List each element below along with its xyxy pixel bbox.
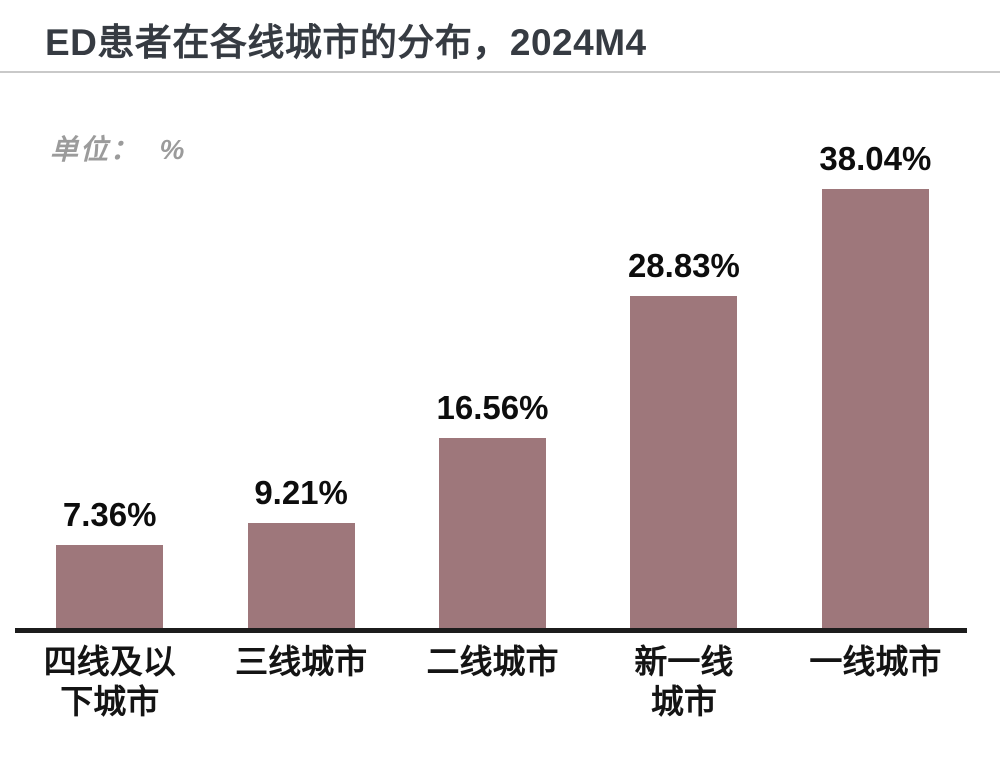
unit-label: 单位： % <box>50 134 187 165</box>
title-divider <box>0 71 1000 73</box>
bar-value-label: 28.83% <box>627 246 740 284</box>
bar-column-1: 7.36% <box>14 496 205 630</box>
bar <box>439 437 547 630</box>
bars-container: 7.36% 9.21% 16.56% 28.83% 38.04% <box>14 0 971 630</box>
category-label: 一线城市 <box>809 643 942 680</box>
bar-value-label: 16.56% <box>436 388 549 426</box>
bar-column-2: 9.21% <box>205 474 396 630</box>
category-labels-row: 四线及以 下城市 三线城市 二线城市 新一线 城市 一线城市 <box>14 642 971 721</box>
category-label: 四线及以 下城市 <box>43 643 176 720</box>
category-label: 新一线 城市 <box>634 643 734 720</box>
bar-value-label: 9.21% <box>254 474 348 512</box>
bar-column-4: 28.83% <box>588 247 779 630</box>
bar <box>56 544 164 630</box>
bar-value-label: 7.36% <box>62 495 157 533</box>
x-axis-line <box>15 628 967 633</box>
category-label: 三线城市 <box>235 643 368 680</box>
bar-column-3: 16.56% <box>397 389 588 630</box>
page-title: ED患者在各线城市的分布，2024M4 <box>45 22 647 63</box>
bar <box>630 295 738 630</box>
bar-value-label: 38.04% <box>819 139 932 177</box>
bar <box>821 188 929 630</box>
bar-column-5: 38.04% <box>780 140 971 630</box>
category-label: 二线城市 <box>426 643 559 680</box>
bar <box>247 523 355 630</box>
